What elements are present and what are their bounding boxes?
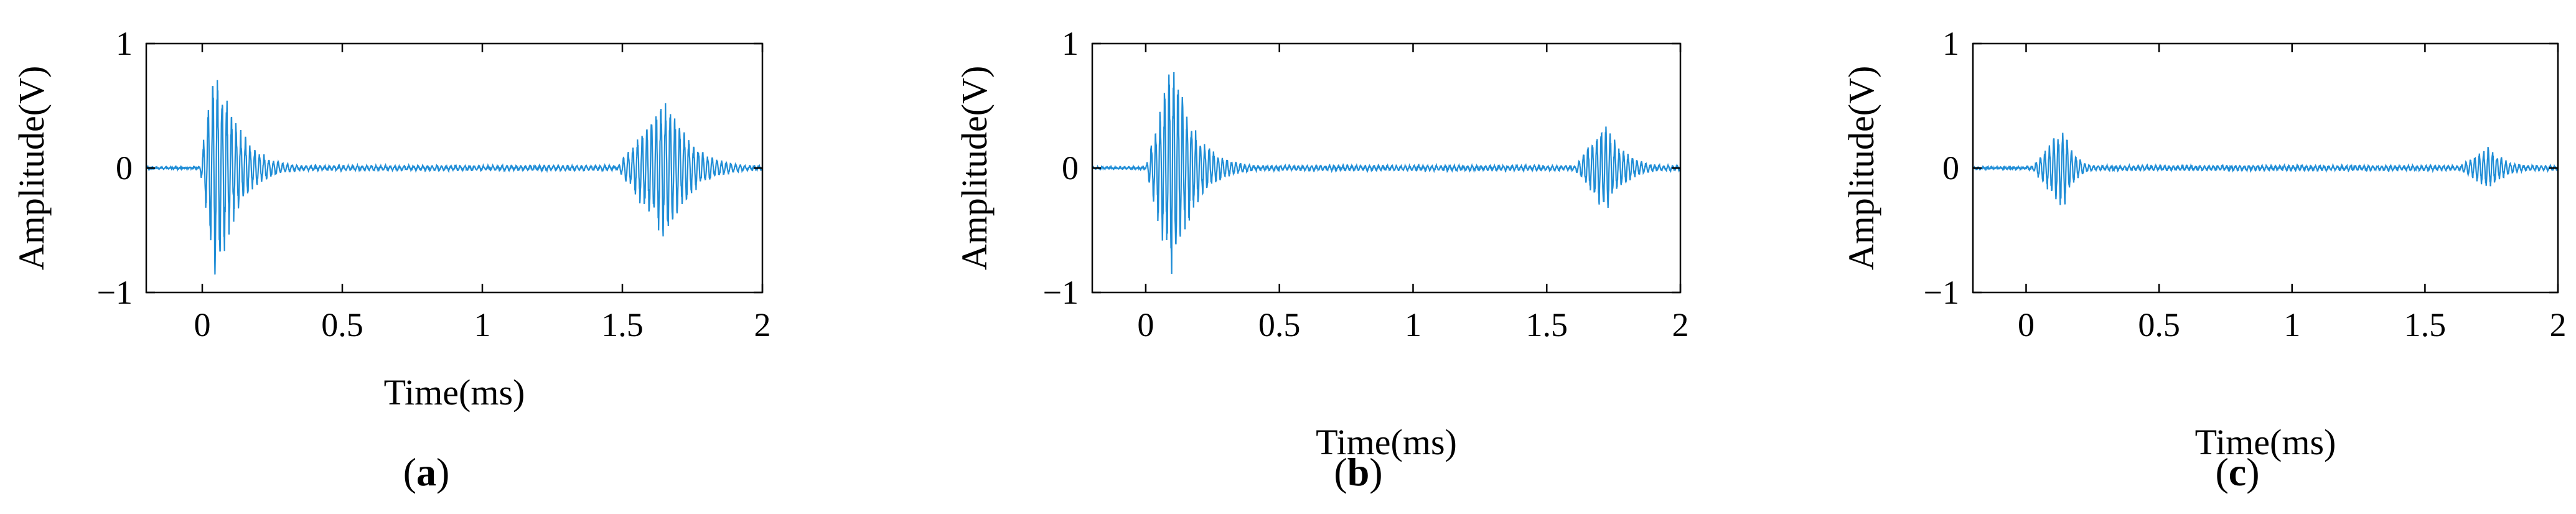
chart-svg-b: 0 0.5 1 1.5 2 −1 0 1 Time(ms) Amplitude(V) (b) <box>954 25 1689 494</box>
signal-line-c <box>1973 133 2558 205</box>
x-tick-label-a-0: 0 <box>194 306 211 343</box>
caption-b: (b) <box>1334 450 1382 494</box>
caption-close-a: ) <box>436 450 449 494</box>
x-tick-label-a-3: 1.5 <box>601 306 644 343</box>
caption-close-b: ) <box>1369 450 1382 494</box>
x-axis-label-b: Time(ms) <box>1316 422 1457 462</box>
caption-c: (c) <box>2215 450 2259 494</box>
y-tick-label-c-0: −1 <box>1924 274 1959 311</box>
y-tick-label-c-1: 0 <box>1942 149 1959 187</box>
chart-svg-c: 0 0.5 1 1.5 2 −1 0 1 Time(ms) Amplitude(V) (c) <box>1841 25 2567 494</box>
y-tick-label-a-0: −1 <box>97 274 133 311</box>
y-tick-label-b-0: −1 <box>1043 274 1079 311</box>
chart-panel-b: 0 0.5 1 1.5 2 −1 0 1 Time(ms) Amplitude(V) (b) <box>906 0 1715 514</box>
caption-letter-a: a <box>416 450 436 494</box>
x-tick-label-c-3: 1.5 <box>2404 306 2447 343</box>
x-tick-label-c-2: 1 <box>2283 306 2300 343</box>
x-tick-label-b-3: 1.5 <box>1525 306 1568 343</box>
x-tick-label-a-2: 1 <box>474 306 491 343</box>
x-axis-label-c: Time(ms) <box>2195 422 2336 462</box>
y-tick-label-a-2: 1 <box>116 25 133 62</box>
x-axis-label-a: Time(ms) <box>384 372 525 413</box>
y-tick-label-b-2: 1 <box>1062 25 1079 62</box>
x-tick-label-b-0: 0 <box>1137 306 1154 343</box>
x-tick-label-a-1: 0.5 <box>321 306 363 343</box>
caption-open-c: ( <box>2215 450 2228 494</box>
signal-line-b <box>1092 72 1680 274</box>
chart-svg-a: 0 0.5 1 1.5 2 −1 0 1 Time(ms) Amplitude(V) (a) <box>11 25 771 494</box>
y-axis-label-a: Amplitude(V) <box>11 66 52 271</box>
y-tick-label-c-2: 1 <box>1942 25 1959 62</box>
y-axis-label-c: Amplitude(V) <box>1841 66 1881 271</box>
caption-letter-b: b <box>1347 450 1370 494</box>
y-tick-label-a-1: 0 <box>116 149 133 187</box>
x-tick-label-c-4: 2 <box>2550 306 2567 343</box>
caption-open-a: ( <box>403 450 416 494</box>
caption-a: (a) <box>403 450 450 494</box>
x-tick-label-b-2: 1 <box>1405 306 1421 343</box>
caption-open-b: ( <box>1334 450 1347 494</box>
y-axis-label-b: Amplitude(V) <box>954 66 995 271</box>
x-tick-label-b-4: 2 <box>1672 306 1689 343</box>
x-tick-label-c-1: 0.5 <box>2138 306 2180 343</box>
x-tick-label-a-4: 2 <box>754 306 771 343</box>
x-tick-label-c-0: 0 <box>2018 306 2035 343</box>
signal-line-a <box>146 80 762 275</box>
y-tick-label-b-1: 0 <box>1062 149 1079 187</box>
chart-panel-c: 0 0.5 1 1.5 2 −1 0 1 Time(ms) Amplitude(V) (c) <box>1833 0 2576 514</box>
caption-letter-c: c <box>2229 450 2246 494</box>
x-tick-label-b-1: 0.5 <box>1258 306 1301 343</box>
caption-close-c: ) <box>2246 450 2259 494</box>
chart-panel-a: 0 0.5 1 1.5 2 −1 0 1 Time(ms) Amplitude(V) (a) <box>0 0 809 514</box>
